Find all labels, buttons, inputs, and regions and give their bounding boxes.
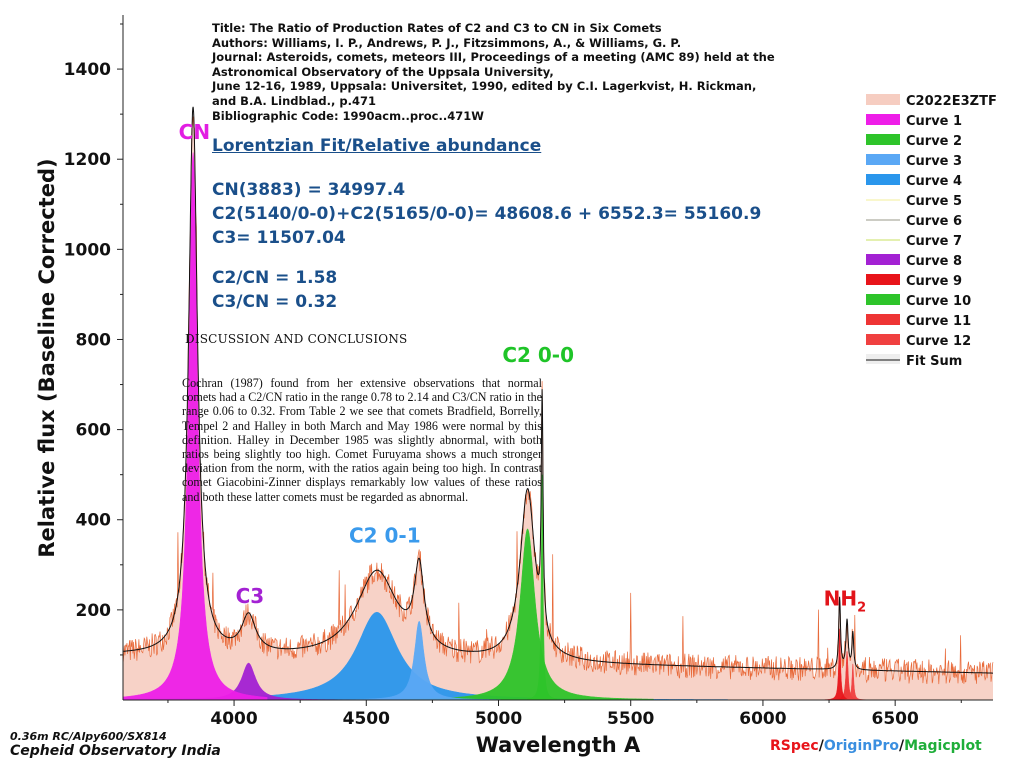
reference-line: Authors: Williams, I. P., Andrews, P. J.…: [212, 35, 682, 50]
reference-line: Bibliographic Code: 1990acm..proc..471W: [212, 108, 484, 123]
y-tick-label: 600: [76, 421, 112, 441]
x-tick-label: 4500: [343, 709, 390, 729]
y-tick-label: 200: [76, 601, 112, 621]
legend-swatch-fit-sum: [866, 354, 900, 364]
software-originpro: OriginPro: [823, 738, 899, 754]
legend-label-curve-9: Curve 9: [906, 274, 962, 289]
reference-line: Astronomical Observatory of the Uppsala …: [212, 64, 554, 79]
c2-cn-ratio: C2/CN = 1.58: [212, 268, 338, 288]
legend-label-c2022e3ztf: C2022E3ZTF: [906, 94, 997, 109]
annotation-c3: C3: [236, 584, 265, 608]
legend-swatch-curve-12: [866, 334, 900, 345]
component-curve-1: [122, 152, 268, 701]
reference-block: Title: The Ratio of Production Rates of …: [212, 21, 775, 123]
legend-label-curve-7: Curve 7: [906, 234, 962, 249]
legend-swatch-curve-2: [866, 134, 900, 145]
annotation-c2-0-0: C2 0-0: [502, 343, 574, 367]
discussion-heading: DISCUSSION AND CONCLUSIONS: [185, 332, 408, 346]
equipment-label: 0.36m RC/Alpy600/SX814: [10, 730, 167, 743]
legend-label-curve-5: Curve 5: [906, 194, 962, 209]
reference-line: and B.A. Lindblad., p.471: [212, 93, 377, 108]
legend-label-curve-6: Curve 6: [906, 214, 962, 229]
reference-line: June 12-16, 1989, Uppsala: Universitet, …: [212, 79, 757, 94]
legend-label-curve-10: Curve 10: [906, 294, 971, 309]
legend-label-fit-sum: Fit Sum: [906, 354, 962, 369]
y-tick-label: 1400: [64, 60, 111, 80]
y-axis-label: Relative flux (Baseline Corrected): [35, 158, 59, 557]
observatory-label: Cepheid Observatory India: [10, 743, 221, 759]
legend-label-curve-1: Curve 1: [906, 114, 962, 129]
legend-label-curve-3: Curve 3: [906, 154, 962, 169]
x-tick-label: 4000: [210, 709, 257, 729]
y-tick-label: 1200: [64, 150, 111, 170]
y-tick-label: 800: [76, 330, 112, 350]
legend-label-curve-2: Curve 2: [906, 134, 962, 149]
legend-label-curve-12: Curve 12: [906, 334, 971, 349]
component-curve-10: [527, 474, 558, 701]
x-tick-label: 6000: [739, 709, 786, 729]
footer-credits: 0.36m RC/Alpy600/SX814 Cepheid Observato…: [10, 730, 221, 759]
y-tick-label: 1000: [64, 240, 111, 260]
annotation-c2-0-1: C2 0-1: [349, 523, 421, 547]
observed-spectrum-fill: [123, 116, 993, 700]
software-magicplot: Magicplot: [904, 738, 982, 754]
legend-label-curve-8: Curve 8: [906, 254, 962, 269]
reference-line: Title: The Ratio of Production Rates of …: [212, 21, 662, 35]
reference-line: Journal: Asteroids, comets, meteors III,…: [212, 50, 775, 65]
x-tick-label: 5000: [475, 709, 522, 729]
x-axis-label: Wavelength A: [476, 733, 641, 757]
y-tick-label: 400: [76, 511, 112, 531]
c2-result: C2(5140/0-0)+C2(5165/0-0)= 48608.6 + 655…: [212, 204, 762, 224]
fit-sum-line: [123, 106, 993, 674]
legend-swatch-curve-8: [866, 254, 900, 265]
legend-label-curve-11: Curve 11: [906, 314, 971, 329]
annotation-subscript: 2: [857, 600, 866, 615]
annotation-cn: CN: [179, 120, 210, 144]
legend: C2022E3ZTF Curve 1 Curve 2 Curve 3 Curve 4 Cu…: [866, 94, 997, 369]
legend-label-curve-4: Curve 4: [906, 174, 962, 189]
c3-cn-ratio: C3/CN = 0.32: [212, 292, 338, 312]
software-separator: /: [818, 738, 824, 754]
fit-heading: Lorentzian Fit/Relative abundance: [212, 136, 542, 156]
x-tick-label: 6500: [871, 709, 918, 729]
legend-swatch-curve-10: [866, 294, 900, 305]
component-curve-3: [337, 620, 501, 701]
c3-result: C3= 11507.04: [212, 228, 346, 248]
discussion-text: Cochran (1987) found from her extensive …: [182, 376, 542, 504]
legend-swatch-curve-1: [866, 114, 900, 125]
axes: 200 400 600 800 1000 1200 1400 4000 4500 5000 5500…: [35, 15, 993, 757]
software-credits: RSpec/OriginPro/Magicplot: [770, 738, 982, 754]
legend-swatch-curve-11: [866, 314, 900, 325]
legend-swatch-curve-9: [866, 274, 900, 285]
x-tick-label: 5500: [607, 709, 654, 729]
software-separator: /: [899, 738, 905, 754]
legend-swatch-curve-4: [866, 174, 900, 185]
legend-swatch-curve-3: [866, 154, 900, 165]
annotation-nh: NH2: [824, 586, 867, 615]
legend-swatch-c2022e3ztf: [866, 94, 900, 105]
cn-result: CN(3883) = 34997.4: [212, 180, 406, 200]
software-rspec: RSpec: [770, 738, 819, 754]
